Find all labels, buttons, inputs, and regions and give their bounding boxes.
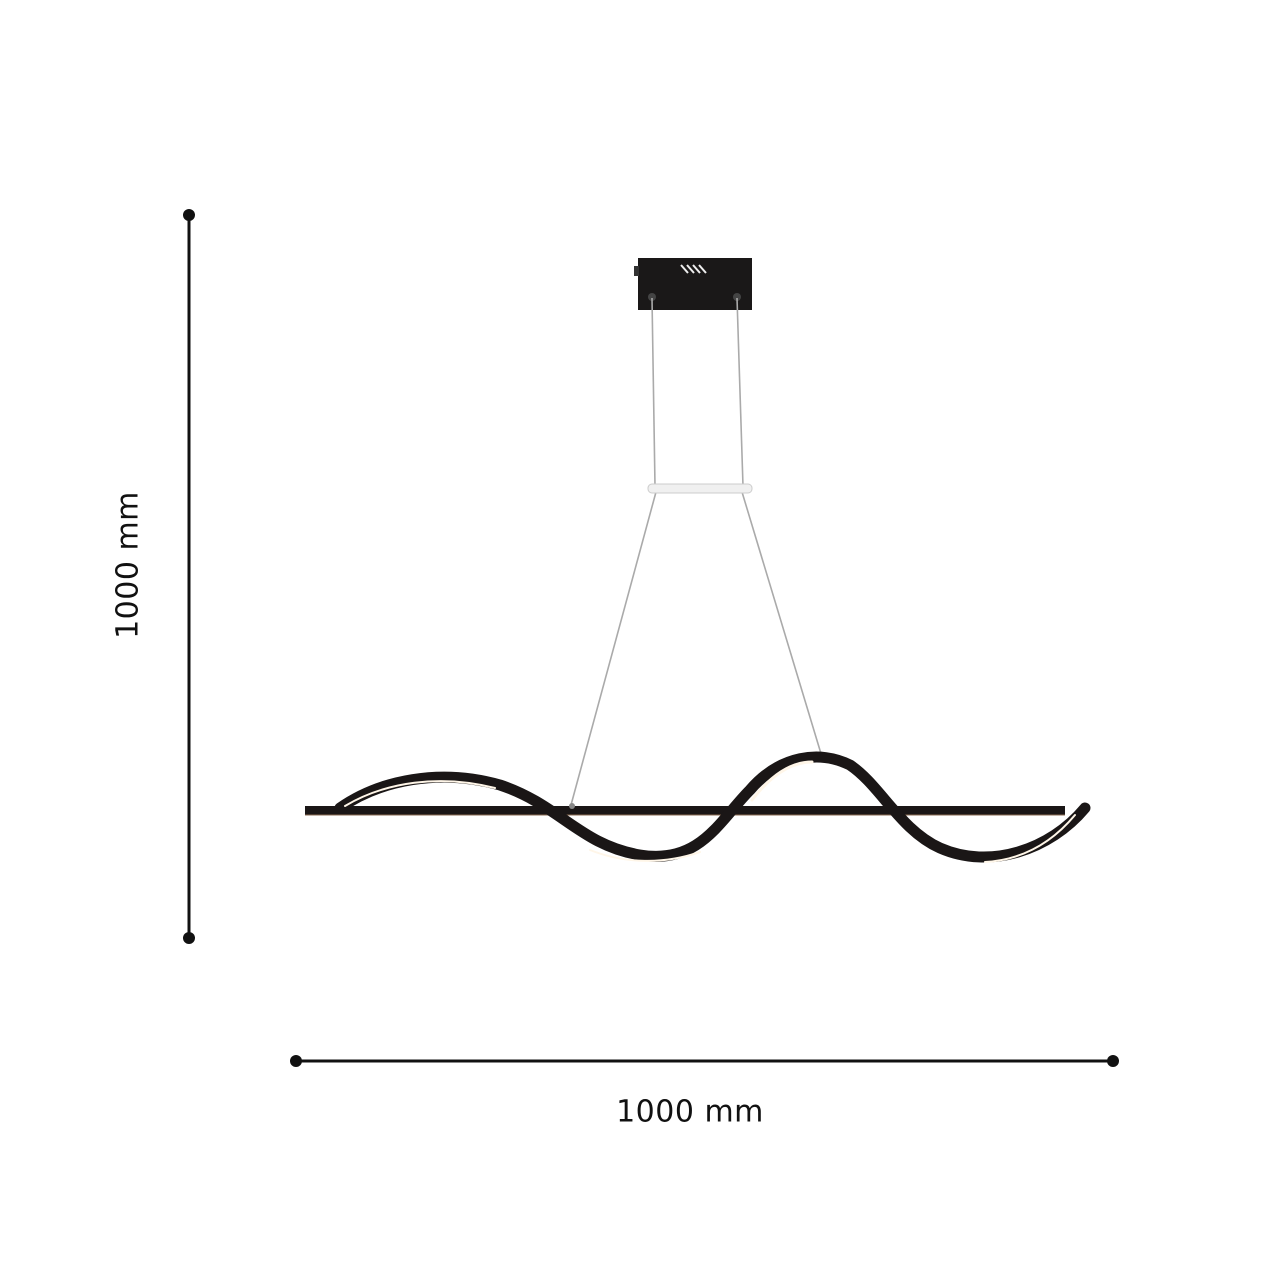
height-label: 1000 mm: [110, 491, 146, 639]
width-label: 1000 mm: [616, 1094, 764, 1130]
wire-spreader-bracket: [647, 483, 753, 494]
ceiling-canopy: [634, 258, 752, 310]
wave-ribbon: [334, 751, 1091, 863]
suspension-wires: [570, 297, 823, 806]
width-dimension-line: [290, 1055, 1119, 1067]
straight-light-bar: [305, 803, 1065, 816]
height-dimension-line: [183, 209, 195, 944]
